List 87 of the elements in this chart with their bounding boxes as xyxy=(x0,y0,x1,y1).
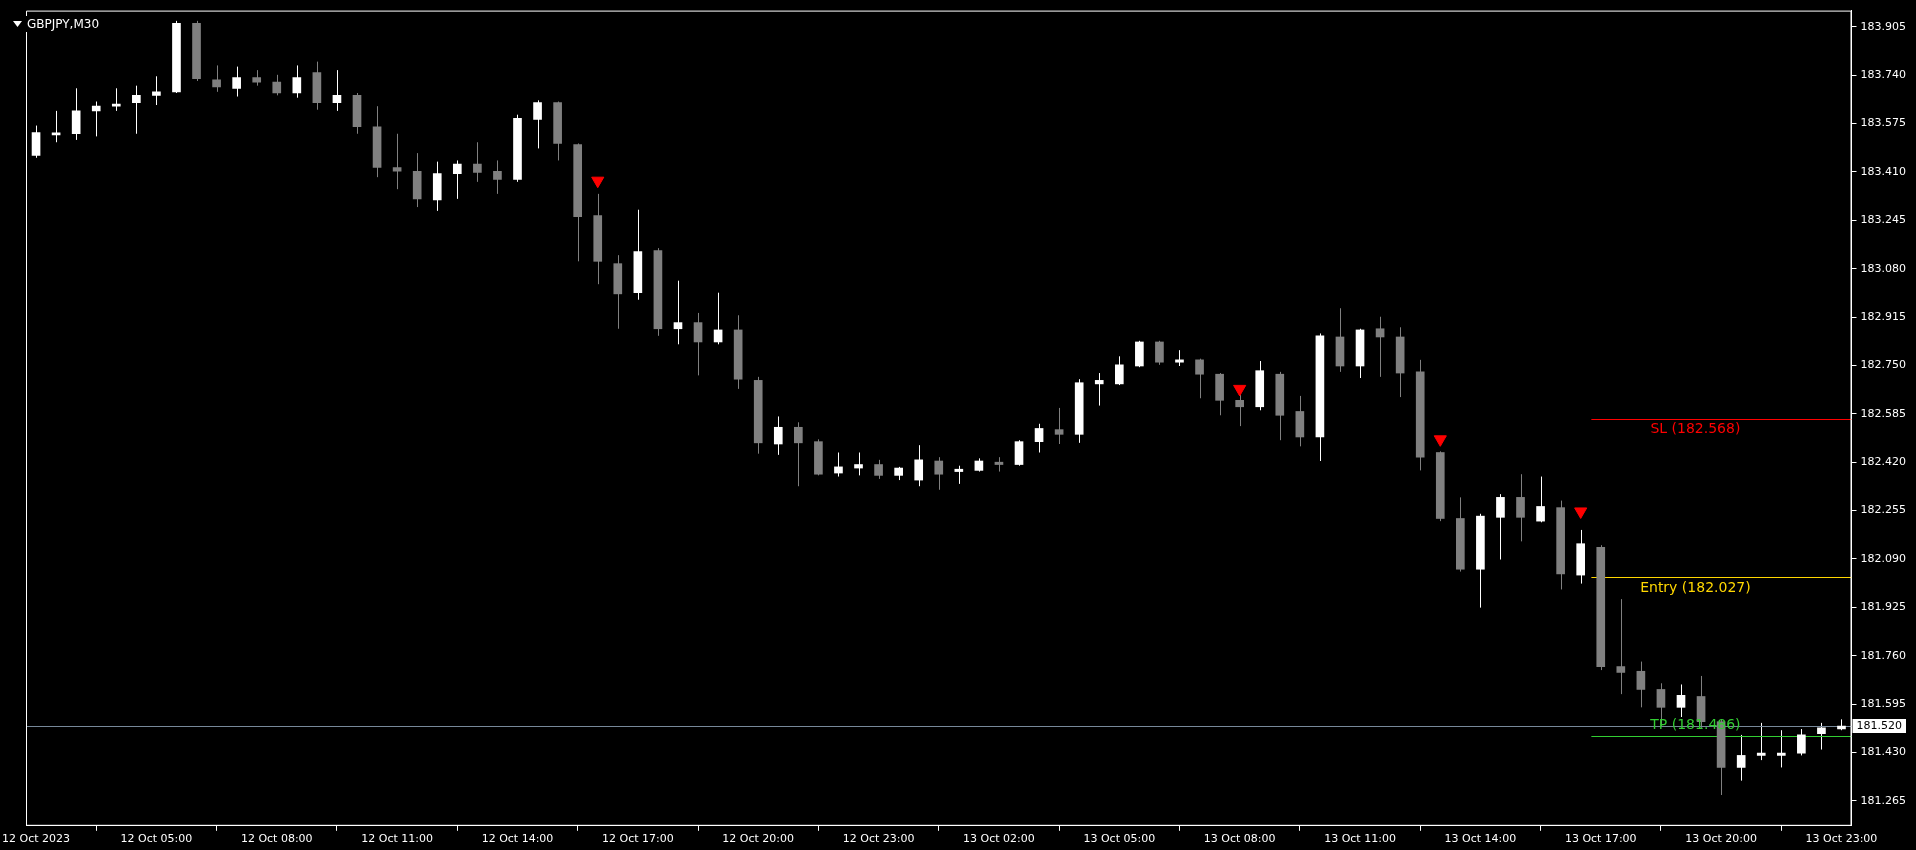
candlestick xyxy=(1736,734,1746,782)
y-tick-label: 183.080 xyxy=(1860,261,1907,275)
x-tick-label: 12 Oct 2023 xyxy=(2,832,71,846)
x-tick-label: 12 Oct 05:00 xyxy=(120,832,193,846)
candlestick xyxy=(1676,683,1686,718)
candlestick xyxy=(152,75,161,106)
candlestick xyxy=(1014,439,1024,467)
candlestick xyxy=(1536,476,1545,523)
x-tick-label: 12 Oct 20:00 xyxy=(722,832,795,846)
candlestick xyxy=(794,421,803,487)
ref-line-label: 181.520 xyxy=(1856,718,1903,732)
candlestick xyxy=(854,452,863,476)
candlestick xyxy=(1776,729,1786,768)
candlestick xyxy=(773,415,783,456)
x-tick-label: 13 Oct 08:00 xyxy=(1203,832,1276,846)
x-tick-label: 12 Oct 11:00 xyxy=(361,832,433,846)
candlestick xyxy=(452,159,462,200)
y-tick-label: 182.255 xyxy=(1860,503,1907,517)
y-tick-label: 181.430 xyxy=(1860,745,1907,759)
candlestick xyxy=(31,125,41,159)
y-tick-label: 183.245 xyxy=(1860,213,1907,227)
y-tick-label: 181.925 xyxy=(1860,600,1907,614)
candlestick xyxy=(673,280,683,345)
y-tick-label: 183.740 xyxy=(1860,67,1907,81)
candlestick xyxy=(1094,372,1104,407)
y-tick-label: 183.410 xyxy=(1860,164,1907,178)
x-tick-label: 12 Oct 17:00 xyxy=(602,832,674,846)
x-tick-label: 12 Oct 23:00 xyxy=(842,832,915,846)
x-tick-label: 13 Oct 23:00 xyxy=(1805,832,1878,846)
candlestick xyxy=(1756,722,1766,761)
candlestick xyxy=(292,64,302,99)
candlestick xyxy=(1155,340,1164,366)
x-tick-label: 12 Oct 14:00 xyxy=(481,832,554,846)
candlestick xyxy=(1797,728,1806,756)
candlestick xyxy=(1616,598,1626,695)
candlestick xyxy=(1496,493,1505,561)
x-tick-label: 13 Oct 05:00 xyxy=(1083,832,1156,846)
point xyxy=(1574,507,1588,519)
candlestick xyxy=(91,101,101,137)
candlestick xyxy=(934,456,944,491)
candlestick xyxy=(71,87,81,141)
point xyxy=(591,176,605,189)
x-tick-label: 13 Oct 20:00 xyxy=(1685,832,1757,846)
y-tick-label: 182.915 xyxy=(1860,309,1907,323)
candlestick xyxy=(693,312,703,376)
candlestick xyxy=(1516,473,1525,542)
candlestick xyxy=(834,452,843,478)
x-tick-label: 13 Oct 11:00 xyxy=(1324,832,1396,846)
candlestick xyxy=(212,64,221,93)
candlestick xyxy=(1817,722,1826,751)
x-tick-label: 13 Oct 14:00 xyxy=(1444,832,1517,846)
y-tick-label: 182.420 xyxy=(1860,455,1907,469)
candlestick xyxy=(1054,407,1064,445)
candlestick xyxy=(1114,355,1124,386)
candlestick xyxy=(914,444,924,487)
ref-line-label: SL (182.568) xyxy=(1650,420,1741,437)
y-tick-label: 182.750 xyxy=(1860,358,1907,372)
candlestick xyxy=(1375,316,1385,378)
candlestick xyxy=(111,87,121,112)
point xyxy=(1433,435,1447,447)
candlestick xyxy=(332,69,342,112)
x-tick-label: 13 Oct 02:00 xyxy=(963,832,1035,846)
point xyxy=(1233,384,1247,397)
x-tick-label: 13 Oct 17:00 xyxy=(1564,832,1637,846)
y-tick-label: 181.265 xyxy=(1860,793,1907,807)
y-tick-label: 182.585 xyxy=(1860,406,1907,420)
y-tick-label: 181.760 xyxy=(1860,648,1907,662)
y-tick-label: 183.905 xyxy=(1860,19,1907,33)
candlestick xyxy=(272,74,282,96)
candlestick xyxy=(132,85,141,135)
candlestick xyxy=(1235,394,1244,427)
candlestick xyxy=(954,465,964,485)
candlestick xyxy=(473,141,482,183)
candlestick xyxy=(232,66,241,98)
y-tick-label: 181.595 xyxy=(1860,696,1907,710)
ref-line-label: Entry (182.027) xyxy=(1640,579,1751,596)
candlestick xyxy=(1195,358,1204,399)
y-tick-label: 182.090 xyxy=(1860,551,1907,565)
candlestick xyxy=(392,133,402,190)
candlestick xyxy=(1636,661,1646,708)
candlestick xyxy=(493,159,502,195)
y-tick-label: 183.575 xyxy=(1860,116,1907,130)
x-tick-label: 12 Oct 08:00 xyxy=(240,832,313,846)
text: GBPJPY,M30 xyxy=(27,17,100,31)
candlestick xyxy=(1034,423,1044,454)
candlestick xyxy=(874,459,883,480)
candlestick xyxy=(533,99,542,149)
